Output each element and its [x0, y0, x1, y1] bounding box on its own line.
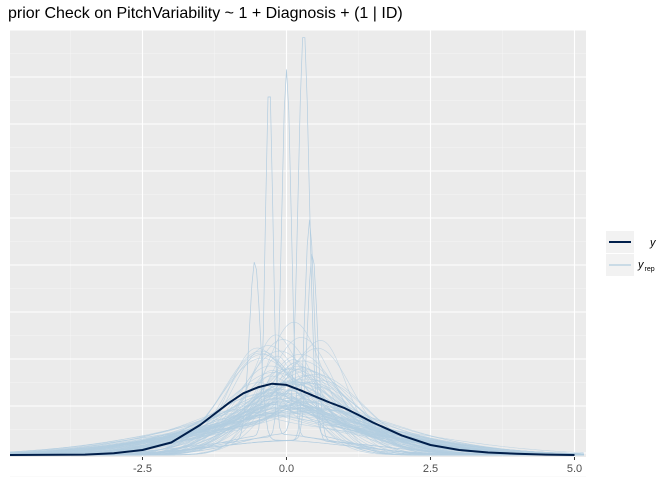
legend-label-y: y — [649, 237, 657, 249]
yrep-line — [9, 407, 584, 455]
chart-title: prior Check on PitchVariability ~ 1 + Di… — [8, 5, 403, 22]
x-axis: -2.5 0.0 2.5 5.0 — [133, 457, 582, 475]
x-tick-label: 2.5 — [423, 463, 438, 475]
x-tick-label: -2.5 — [133, 463, 152, 475]
legend-label-yrep-subscript: rep — [645, 266, 655, 273]
yrep-line — [9, 410, 584, 455]
x-tick-label: 5.0 — [567, 463, 582, 475]
legend-label-yrep: yrep — [637, 259, 655, 273]
y-line-group — [9, 382, 575, 456]
x-tick-label: 0.0 — [279, 463, 294, 475]
legend-label-yrep-text: y — [637, 259, 645, 271]
yrep-line — [9, 407, 584, 455]
y-density-line — [9, 382, 575, 456]
legend-label-y-text: y — [649, 237, 657, 249]
legend: y yrep — [606, 231, 657, 276]
